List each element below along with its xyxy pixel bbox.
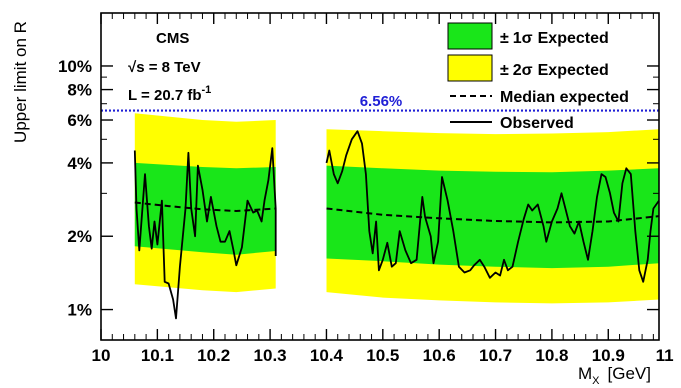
x-tick-label: 10: [92, 346, 111, 365]
lumi-label-exp: -1: [202, 84, 212, 96]
legend-label-2sigma: ±2σ Expected: [500, 62, 609, 79]
legend: ±1σ Expected ±2σ Expected Median expected …: [447, 22, 629, 132]
observed-segment-1: [133, 147, 277, 320]
x-tick-label: 10.4: [310, 346, 344, 365]
cms-label: CMS: [156, 30, 189, 47]
x-tick-label: 10.3: [254, 346, 287, 365]
median-expected-curves: [134, 201, 660, 224]
x-tick-label: 11: [656, 346, 674, 365]
x-tick-label: 10.9: [592, 346, 625, 365]
lumi-label-value: L = 20.7 fb: [128, 87, 202, 104]
reference-line-label: 6.56%: [360, 93, 403, 110]
legend-label-1sigma-sigma: 1σ: [513, 30, 533, 47]
x-axis-title-unit: [GeV]: [608, 364, 651, 383]
y-axis-ticks: 1% 2% 4% 6% 8% 10%: [58, 57, 659, 320]
x-tick-label: 10.5: [366, 346, 399, 365]
lumi-label: L = 20.7 fb-1: [128, 84, 211, 104]
legend-label-median: Median expected: [500, 89, 629, 106]
x-tick-label: 10.7: [479, 346, 512, 365]
legend-label-2sigma-text: Expected: [538, 62, 609, 79]
legend-label-1sigma-pm: ±: [500, 30, 509, 47]
x-tick-label: 10.6: [423, 346, 456, 365]
y-tick-label: 10%: [58, 57, 92, 76]
observed-segment-2: [325, 130, 660, 283]
y-tick-label: 4%: [67, 154, 92, 173]
legend-label-1sigma: ±1σ Expected: [500, 30, 609, 47]
y-tick-label: 8%: [67, 81, 92, 100]
y-tick-label: 6%: [67, 111, 92, 130]
y-tick-label: 2%: [67, 227, 92, 246]
legend-swatch-1sigma: [447, 22, 493, 50]
legend-label-observed: Observed: [500, 115, 574, 132]
y-tick-label: 1%: [67, 301, 92, 320]
y-axis-title: Upper limit on R: [11, 21, 30, 143]
band-1sigma-segment-2: [326, 165, 659, 269]
x-axis-title-main: M: [578, 364, 592, 383]
energy-label: √s = 8 TeV: [128, 59, 201, 76]
energy-label-sqrt: √s: [128, 59, 145, 76]
energy-label-value: = 8 TeV: [145, 59, 201, 76]
observed-curves: [133, 130, 660, 320]
x-axis-title-sub: X: [592, 375, 600, 387]
x-tick-label: 10.8: [535, 346, 568, 365]
legend-label-2sigma-sigma: 2σ: [513, 62, 533, 79]
x-tick-label: 10.2: [197, 346, 230, 365]
legend-label-2sigma-pm: ±: [500, 62, 509, 79]
x-axis-ticks: 10 10.1 10.2 10.3 10.4 10.5 10.6 10.7 10.8 10.9 11: [92, 13, 674, 365]
median-expected-segment-1: [134, 201, 276, 213]
median-expected-segment-2: [326, 207, 660, 224]
legend-swatch-2sigma: [447, 54, 493, 82]
x-axis-title: MX [GeV]: [578, 364, 651, 387]
legend-label-1sigma-text: Expected: [538, 30, 609, 47]
plot-frame: [100, 12, 660, 341]
x-tick-label: 10.1: [141, 346, 174, 365]
